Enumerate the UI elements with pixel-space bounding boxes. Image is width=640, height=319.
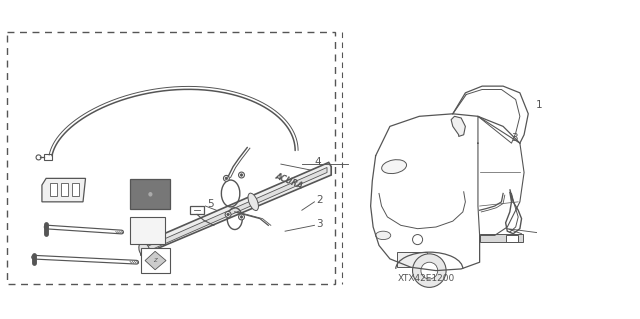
Circle shape <box>413 234 422 245</box>
Ellipse shape <box>381 160 406 174</box>
Bar <box>506 235 518 242</box>
Text: 5: 5 <box>207 198 214 209</box>
Bar <box>6 33 335 284</box>
Circle shape <box>227 213 229 216</box>
Text: Z: Z <box>153 258 157 263</box>
Circle shape <box>240 216 243 218</box>
Circle shape <box>223 175 229 181</box>
Circle shape <box>421 262 438 279</box>
Text: ACURA: ACURA <box>274 171 305 190</box>
Polygon shape <box>145 251 166 270</box>
Text: 3: 3 <box>511 133 518 143</box>
Bar <box>61 182 68 196</box>
Polygon shape <box>141 162 332 256</box>
Bar <box>479 234 524 242</box>
Bar <box>397 252 427 267</box>
Polygon shape <box>451 116 465 137</box>
Bar <box>44 154 52 160</box>
Text: ●: ● <box>148 192 152 197</box>
Polygon shape <box>42 178 86 202</box>
Circle shape <box>36 155 41 160</box>
Text: 3: 3 <box>316 219 323 229</box>
Bar <box>130 179 170 209</box>
Bar <box>190 206 204 214</box>
Ellipse shape <box>139 242 150 257</box>
Circle shape <box>225 211 231 217</box>
Circle shape <box>240 174 243 176</box>
Ellipse shape <box>376 231 391 240</box>
Circle shape <box>225 177 228 180</box>
Text: 1: 1 <box>536 100 543 110</box>
Polygon shape <box>148 167 327 251</box>
Bar <box>72 182 79 196</box>
Circle shape <box>239 172 244 178</box>
Text: 2: 2 <box>316 195 323 205</box>
Bar <box>130 217 165 244</box>
Bar <box>141 248 170 273</box>
Circle shape <box>239 214 244 220</box>
Text: 4: 4 <box>314 157 321 167</box>
Bar <box>51 182 57 196</box>
Text: XTX42E1200: XTX42E1200 <box>398 274 455 283</box>
Circle shape <box>413 254 446 287</box>
Ellipse shape <box>248 193 259 211</box>
